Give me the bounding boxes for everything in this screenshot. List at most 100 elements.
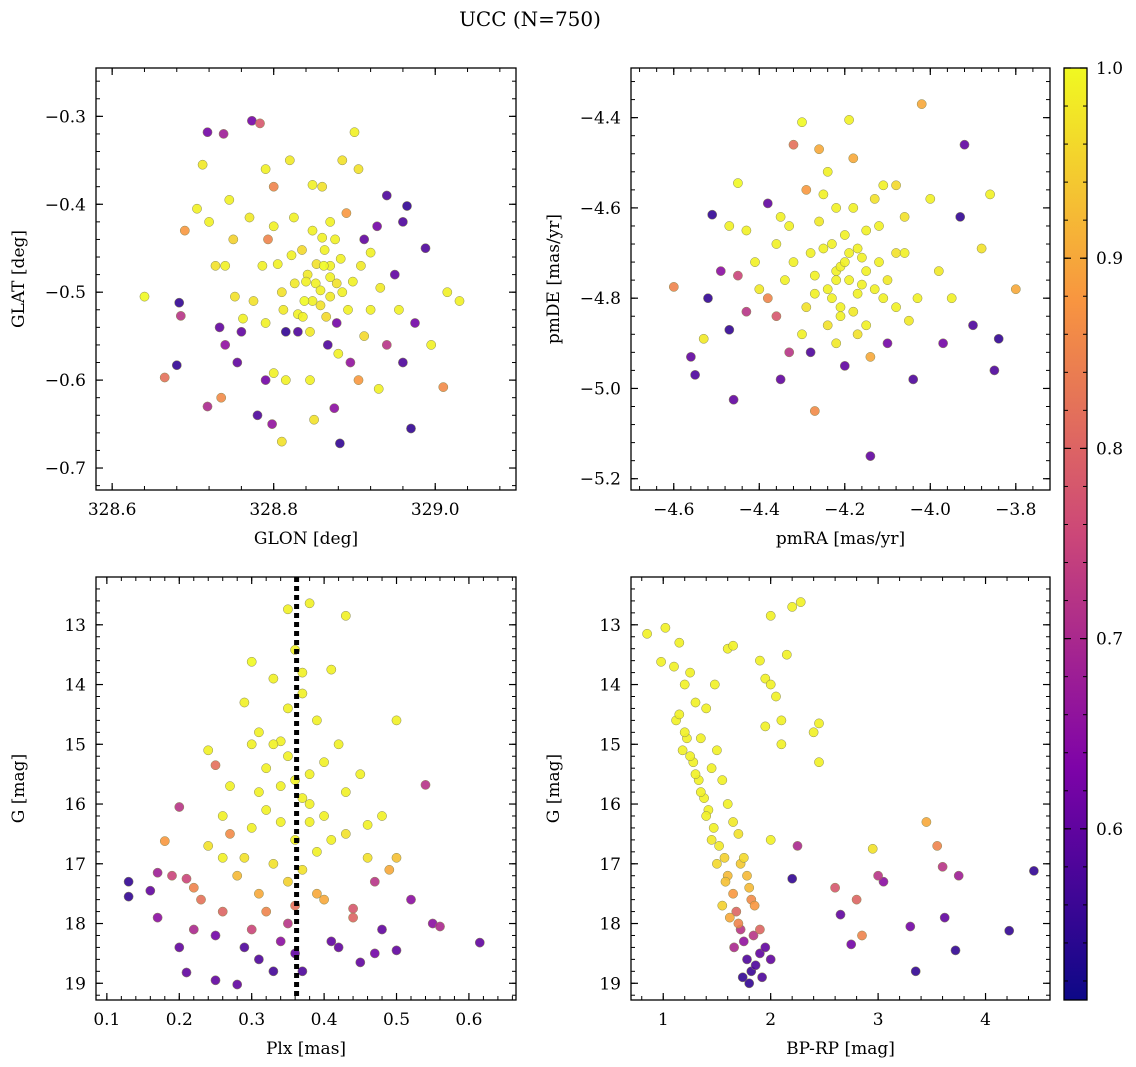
scatter-point xyxy=(220,340,231,350)
scatter-point xyxy=(685,751,695,762)
panel-plx-g: 0.1 0.2 0.3 0.4 0.5 0.6 13 14 15 16 17 18 19 Plx [mas… xyxy=(9,576,517,1059)
scatter-point xyxy=(202,401,213,412)
scatter-point xyxy=(286,250,297,261)
scatter-point xyxy=(280,326,291,337)
scatter-point xyxy=(348,912,358,923)
scatter-point xyxy=(848,203,859,213)
scatter-point xyxy=(275,817,286,827)
scatter-point xyxy=(748,930,759,941)
scatter-point xyxy=(976,243,987,254)
scatter-points xyxy=(139,115,465,449)
scatter-point xyxy=(656,656,666,667)
scatter-point xyxy=(355,769,366,780)
scatter-point xyxy=(349,127,360,138)
scatter-point xyxy=(717,775,728,785)
scatter-point xyxy=(760,721,771,732)
panel-glon-glat: 328.6 328.8 329.0 −0.3 −0.4 −0.5 −0.6 −0.7 GLON … xyxy=(9,67,517,549)
scatter-point xyxy=(831,275,842,285)
scatter-point xyxy=(808,727,819,738)
scatter-point xyxy=(359,331,370,341)
scatter-point xyxy=(844,115,854,125)
y-tick-label: 19 xyxy=(599,974,621,994)
scatter-point xyxy=(677,745,688,756)
x-tick-label: −4.4 xyxy=(739,500,780,520)
scatter-point xyxy=(202,127,213,138)
scatter-point xyxy=(728,394,739,405)
scatter-point xyxy=(771,239,782,249)
y-tick-label: −5.2 xyxy=(580,470,621,490)
scatter-point xyxy=(814,216,824,227)
scatter-point xyxy=(276,287,287,298)
scatter-point xyxy=(762,293,773,304)
scatter-point xyxy=(232,870,243,881)
y-tick-label: 16 xyxy=(599,795,621,815)
scatter-points xyxy=(123,598,485,990)
y-axis-label: G [mag] xyxy=(544,754,564,823)
scatter-point xyxy=(865,451,876,461)
scatter-point xyxy=(257,260,268,271)
scatter-point xyxy=(304,769,315,780)
x-tick-label: 328.8 xyxy=(249,500,298,520)
scatter-point xyxy=(831,203,842,213)
x-tick-label: 4 xyxy=(980,1010,991,1030)
scatter-point xyxy=(340,829,351,839)
scatter-point xyxy=(771,691,781,702)
scatter-point xyxy=(304,799,315,809)
scatter-point xyxy=(319,811,329,821)
scatter-point xyxy=(685,667,695,678)
scatter-point xyxy=(715,266,726,276)
colorbar-tick-label: 0.8 xyxy=(1096,439,1123,459)
scatter-point xyxy=(326,664,337,675)
scatter-point xyxy=(775,212,786,222)
y-tick-label: 18 xyxy=(64,915,86,935)
scatter-point xyxy=(181,873,192,884)
scatter-point xyxy=(809,288,820,299)
scatter-point xyxy=(709,679,720,690)
scatter-point xyxy=(795,597,806,607)
scatter-point xyxy=(731,906,742,917)
scatter-point xyxy=(340,610,351,621)
scatter-point xyxy=(869,194,880,204)
scatter-point xyxy=(268,858,279,869)
y-tick-label: −4.8 xyxy=(580,289,621,309)
scatter-point xyxy=(391,945,402,956)
scatter-point xyxy=(741,306,752,317)
scatter-point xyxy=(839,257,850,267)
scatter-point xyxy=(347,276,358,287)
scatter-point xyxy=(263,234,273,245)
scatter-point xyxy=(239,942,250,953)
scatter-point xyxy=(660,622,671,633)
scatter-point xyxy=(268,673,279,684)
scatter-point xyxy=(203,841,214,851)
scatter-point xyxy=(910,966,921,977)
scatter-point xyxy=(724,221,735,231)
scatter-point xyxy=(695,787,706,797)
scatter-point xyxy=(239,697,250,708)
scatter-point xyxy=(706,835,717,845)
scatter-point xyxy=(319,757,329,768)
scatter-point xyxy=(707,209,718,220)
scatter-point xyxy=(225,829,235,839)
scatter-point xyxy=(260,375,271,385)
scatter-point xyxy=(848,153,859,164)
scatter-point xyxy=(210,760,221,771)
scatter-point xyxy=(278,304,289,315)
y-tick-label: −0.6 xyxy=(45,371,86,391)
scatter-point xyxy=(938,338,948,349)
scatter-point xyxy=(203,745,214,756)
colorbar-tick-label: 1.0 xyxy=(1096,59,1123,79)
scatter-point xyxy=(420,780,431,790)
scatter-point xyxy=(167,870,177,881)
scatter-point xyxy=(210,260,221,271)
scatter-point xyxy=(844,248,854,258)
scatter-point xyxy=(261,906,272,917)
scatter-point xyxy=(333,739,344,750)
scatter-point xyxy=(248,296,259,306)
scatter-point xyxy=(830,882,840,893)
scatter-point xyxy=(192,203,202,214)
scatter-point xyxy=(123,891,134,902)
scatter-point xyxy=(809,270,820,281)
scatter-point xyxy=(315,285,326,296)
scatter-point xyxy=(438,382,449,392)
scatter-point xyxy=(331,278,342,289)
